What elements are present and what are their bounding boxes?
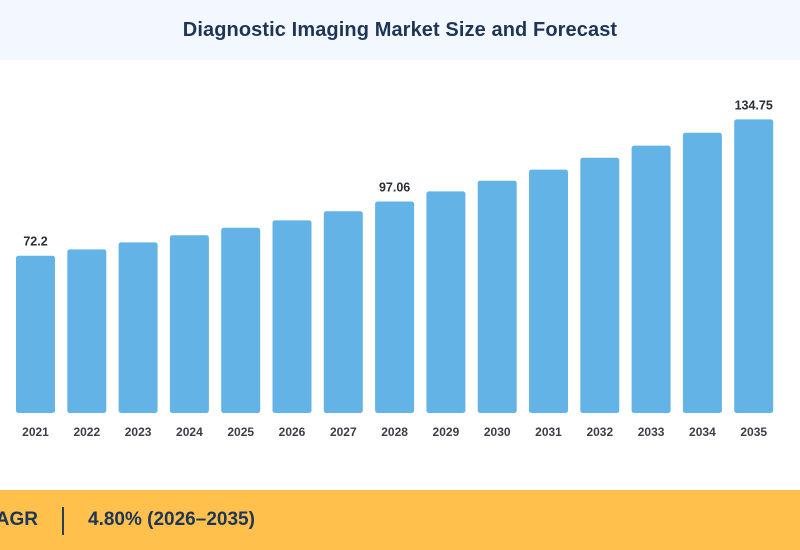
x-tick-label: 2021 [22,425,49,439]
data-label-2028: 97.06 [379,181,410,195]
bar-2032 [580,157,620,413]
bar-2035 [734,119,774,414]
chart-title: Diagnostic Imaging Market Size and Forec… [182,18,618,41]
x-tick-label: 2033 [638,425,665,439]
x-tick-label: 2030 [484,425,511,439]
x-tick-label: 2024 [176,425,203,439]
bar-2025 [221,227,261,413]
x-tick-label: 2022 [73,425,100,439]
bar-2026 [272,220,312,413]
cagr-divider [62,507,64,535]
data-label-2021: 72.2 [23,235,47,249]
data-label-2035: 134.75 [735,98,773,112]
x-tick-label: 2023 [125,425,152,439]
x-tick-label: 2034 [689,425,716,439]
bar-2021 [16,255,55,413]
bar-chart: 2021 2022 2023 2024 2025 2026 2027 2028 2029 2030… [16,98,774,439]
bar-2033 [631,145,671,413]
title-banner: Diagnostic Imaging Market Size and Forec… [0,0,800,60]
bar-2027 [323,211,363,413]
x-tick-label: 2032 [586,425,613,439]
cagr-label: CAGR [0,509,38,530]
bar-2034 [682,132,722,414]
chart-area: 2021 2022 2023 2024 2025 2026 2027 2028 2029 2030… [0,60,800,490]
x-tick-label: 2035 [740,425,767,439]
x-tick-label: 2025 [227,425,254,439]
bar-2029 [426,191,466,413]
cagr-banner: CAGR 4.80% (2026–2035) [0,490,800,550]
bar-2022 [67,249,107,413]
x-tick-label: 2028 [381,425,408,439]
x-tick-label: 2031 [535,425,562,439]
bar-2030 [477,180,517,413]
x-tick-label: 2029 [433,425,460,439]
bar-2028 [375,201,415,413]
bar-2031 [529,169,568,413]
bar-2023 [118,242,158,413]
bar-2024 [169,235,209,413]
x-tick-label: 2026 [279,425,306,439]
x-tick-label: 2027 [330,425,357,439]
cagr-value: 4.80% (2026–2035) [88,509,255,530]
